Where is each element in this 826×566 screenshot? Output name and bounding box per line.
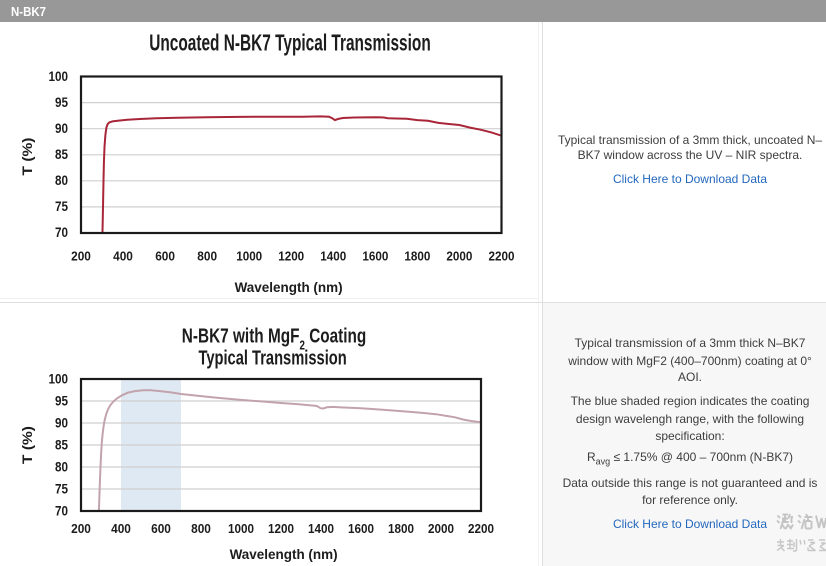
svg-text:1600: 1600 xyxy=(362,249,388,264)
svg-text:Typical Transmission: Typical Transmission xyxy=(198,348,346,370)
svg-text:400: 400 xyxy=(111,521,131,536)
svg-text:800: 800 xyxy=(197,249,217,264)
svg-text:Wavelength (nm): Wavelength (nm) xyxy=(235,279,343,295)
svg-text:1800: 1800 xyxy=(388,521,414,536)
svg-text:90: 90 xyxy=(55,120,68,136)
svg-text:80: 80 xyxy=(55,172,68,188)
svg-text:400: 400 xyxy=(113,249,133,264)
svg-text:95: 95 xyxy=(55,94,68,110)
svg-text:600: 600 xyxy=(151,521,171,536)
svg-text:2: 2 xyxy=(300,339,305,353)
svg-text:600: 600 xyxy=(155,249,175,264)
svg-text:T (%): T (%) xyxy=(19,426,35,464)
svg-text:75: 75 xyxy=(55,481,68,497)
svg-text:1400: 1400 xyxy=(320,249,346,264)
svg-text:Coating: Coating xyxy=(309,326,366,348)
svg-text:70: 70 xyxy=(55,224,68,240)
svg-text:200: 200 xyxy=(71,521,91,536)
svg-text:70: 70 xyxy=(55,503,68,519)
svg-text:85: 85 xyxy=(55,437,68,453)
svg-text:1800: 1800 xyxy=(404,249,430,264)
svg-text:1600: 1600 xyxy=(348,521,374,536)
svg-text:1400: 1400 xyxy=(308,521,334,536)
svg-text:2200: 2200 xyxy=(468,521,494,536)
svg-text:Uncoated N-BK7 Typical Transmi: Uncoated N-BK7 Typical Transmission xyxy=(149,30,431,56)
svg-text:100: 100 xyxy=(49,68,69,84)
svg-text:80: 80 xyxy=(55,459,68,475)
svg-text:2000: 2000 xyxy=(446,249,472,264)
svg-text:90: 90 xyxy=(55,415,68,431)
svg-text:800: 800 xyxy=(191,521,211,536)
svg-text:1200: 1200 xyxy=(278,249,304,264)
svg-text:2000: 2000 xyxy=(428,521,454,536)
svg-text:200: 200 xyxy=(71,249,91,264)
svg-text:1000: 1000 xyxy=(236,249,262,264)
svg-text:1200: 1200 xyxy=(268,521,294,536)
svg-text:95: 95 xyxy=(55,393,68,409)
svg-text:Wavelength (nm): Wavelength (nm) xyxy=(230,546,338,562)
svg-text:T (%): T (%) xyxy=(19,138,35,176)
svg-text:75: 75 xyxy=(55,198,68,214)
svg-text:2200: 2200 xyxy=(489,249,515,264)
svg-text:N-BK7 with MgF: N-BK7 with MgF xyxy=(182,326,300,348)
svg-text:100: 100 xyxy=(49,371,69,387)
svg-text:1000: 1000 xyxy=(228,521,254,536)
svg-text:85: 85 xyxy=(55,146,68,162)
